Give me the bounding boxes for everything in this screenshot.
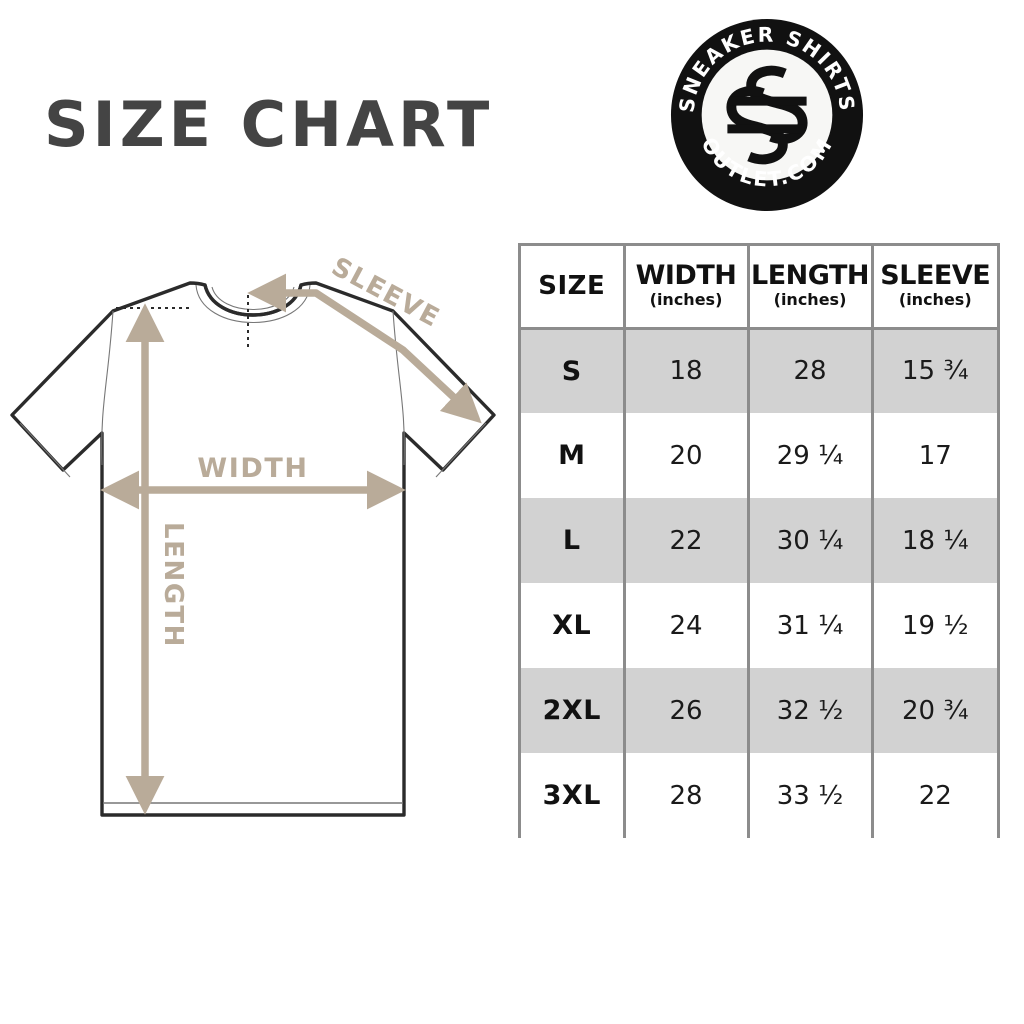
cell-length: 29 ¼	[746, 413, 874, 498]
cell-length: 32 ½	[746, 668, 874, 753]
sleeve-arrow	[247, 273, 482, 424]
size-chart-table: SIZE WIDTH (inches) LENGTH (inches) SLEE…	[518, 243, 1000, 838]
cell-sleeve: 22	[870, 753, 997, 838]
cell-length: 28	[746, 328, 874, 413]
table-row: L 22 30 ¼ 18 ¼	[521, 498, 997, 583]
column-header-length: LENGTH (inches)	[746, 246, 874, 330]
cell-size: XL	[521, 583, 626, 668]
cell-width: 24	[622, 583, 750, 668]
cell-size: L	[521, 498, 626, 583]
cell-size: S	[521, 328, 626, 413]
column-header-width-label: WIDTH	[635, 259, 737, 291]
cell-length: 33 ½	[746, 753, 874, 838]
width-label: WIDTH	[197, 453, 308, 484]
cell-size: 2XL	[521, 668, 626, 753]
column-header-length-unit: (inches)	[773, 290, 847, 310]
cell-width: 26	[622, 668, 750, 753]
column-header-sleeve: SLEEVE (inches)	[870, 246, 997, 330]
table-row: S 18 28 15 ¾	[521, 328, 997, 413]
table-row: M 20 29 ¼ 17	[521, 413, 997, 498]
cell-width: 28	[622, 753, 750, 838]
column-header-sleeve-label: SLEEVE	[880, 259, 991, 291]
column-header-sleeve-unit: (inches)	[898, 290, 972, 310]
column-header-size-label: SIZE	[538, 271, 606, 302]
table-row: 3XL 28 33 ½ 22	[521, 753, 997, 838]
t-shirt-diagram: WIDTH LENGTH SLEEVE	[0, 255, 510, 845]
cell-sleeve: 15 ¾	[870, 328, 997, 413]
cell-sleeve: 19 ½	[870, 583, 997, 668]
cell-size: 3XL	[521, 753, 626, 838]
cell-size: M	[521, 413, 626, 498]
cell-width: 22	[622, 498, 750, 583]
column-header-width: WIDTH (inches)	[622, 246, 750, 330]
logo-inner-disc	[701, 49, 833, 181]
column-header-size: SIZE	[521, 246, 626, 330]
column-header-length-label: LENGTH	[751, 259, 869, 291]
brand-logo: SNEAKER SHIRTS OUTLET.COM	[668, 16, 866, 214]
cell-sleeve: 18 ¼	[870, 498, 997, 583]
cell-sleeve: 17	[870, 413, 997, 498]
cell-sleeve: 20 ¾	[870, 668, 997, 753]
shirt-sleeve-cuffs	[19, 422, 487, 478]
length-label: LENGTH	[158, 522, 188, 648]
cell-width: 20	[622, 413, 750, 498]
table-header-row: SIZE WIDTH (inches) LENGTH (inches) SLEE…	[521, 246, 997, 330]
cell-width: 18	[622, 328, 750, 413]
column-header-width-unit: (inches)	[649, 290, 723, 310]
table-row: XL 24 31 ¼ 19 ½	[521, 583, 997, 668]
table-row: 2XL 26 32 ½ 20 ¾	[521, 668, 997, 753]
logo-monogram	[726, 65, 808, 165]
cell-length: 31 ¼	[746, 583, 874, 668]
page-title: SIZE CHART	[44, 88, 494, 161]
cell-length: 30 ¼	[746, 498, 874, 583]
